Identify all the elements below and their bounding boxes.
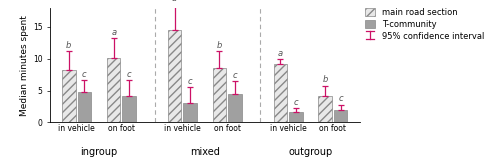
Bar	[78, 92, 91, 122]
Text: a: a	[278, 49, 283, 58]
Bar	[334, 110, 347, 122]
Text: mixed: mixed	[190, 147, 220, 157]
Text: c: c	[188, 77, 192, 86]
Text: c: c	[127, 70, 132, 79]
Bar	[212, 68, 226, 122]
Bar	[122, 96, 136, 122]
Bar	[107, 57, 120, 122]
Text: outgroup: outgroup	[288, 147, 333, 157]
Bar	[274, 64, 287, 122]
Legend: main road section, T-community, 95% confidence interval: main road section, T-community, 95% conf…	[364, 6, 486, 42]
Text: ingroup: ingroup	[80, 147, 118, 157]
Bar	[168, 30, 181, 122]
Y-axis label: Median minutes spent: Median minutes spent	[20, 15, 28, 116]
Bar	[184, 103, 197, 122]
Text: c: c	[82, 70, 86, 79]
Text: b: b	[322, 75, 328, 84]
Text: b: b	[66, 41, 71, 50]
Text: c: c	[232, 71, 237, 80]
Text: c: c	[338, 94, 343, 103]
Bar	[318, 96, 332, 122]
Text: a: a	[172, 0, 177, 3]
Text: c: c	[294, 98, 298, 107]
Bar	[228, 94, 241, 122]
Text: a: a	[111, 27, 116, 36]
Bar	[289, 112, 302, 122]
Bar	[62, 70, 76, 122]
Text: b: b	[217, 41, 222, 50]
